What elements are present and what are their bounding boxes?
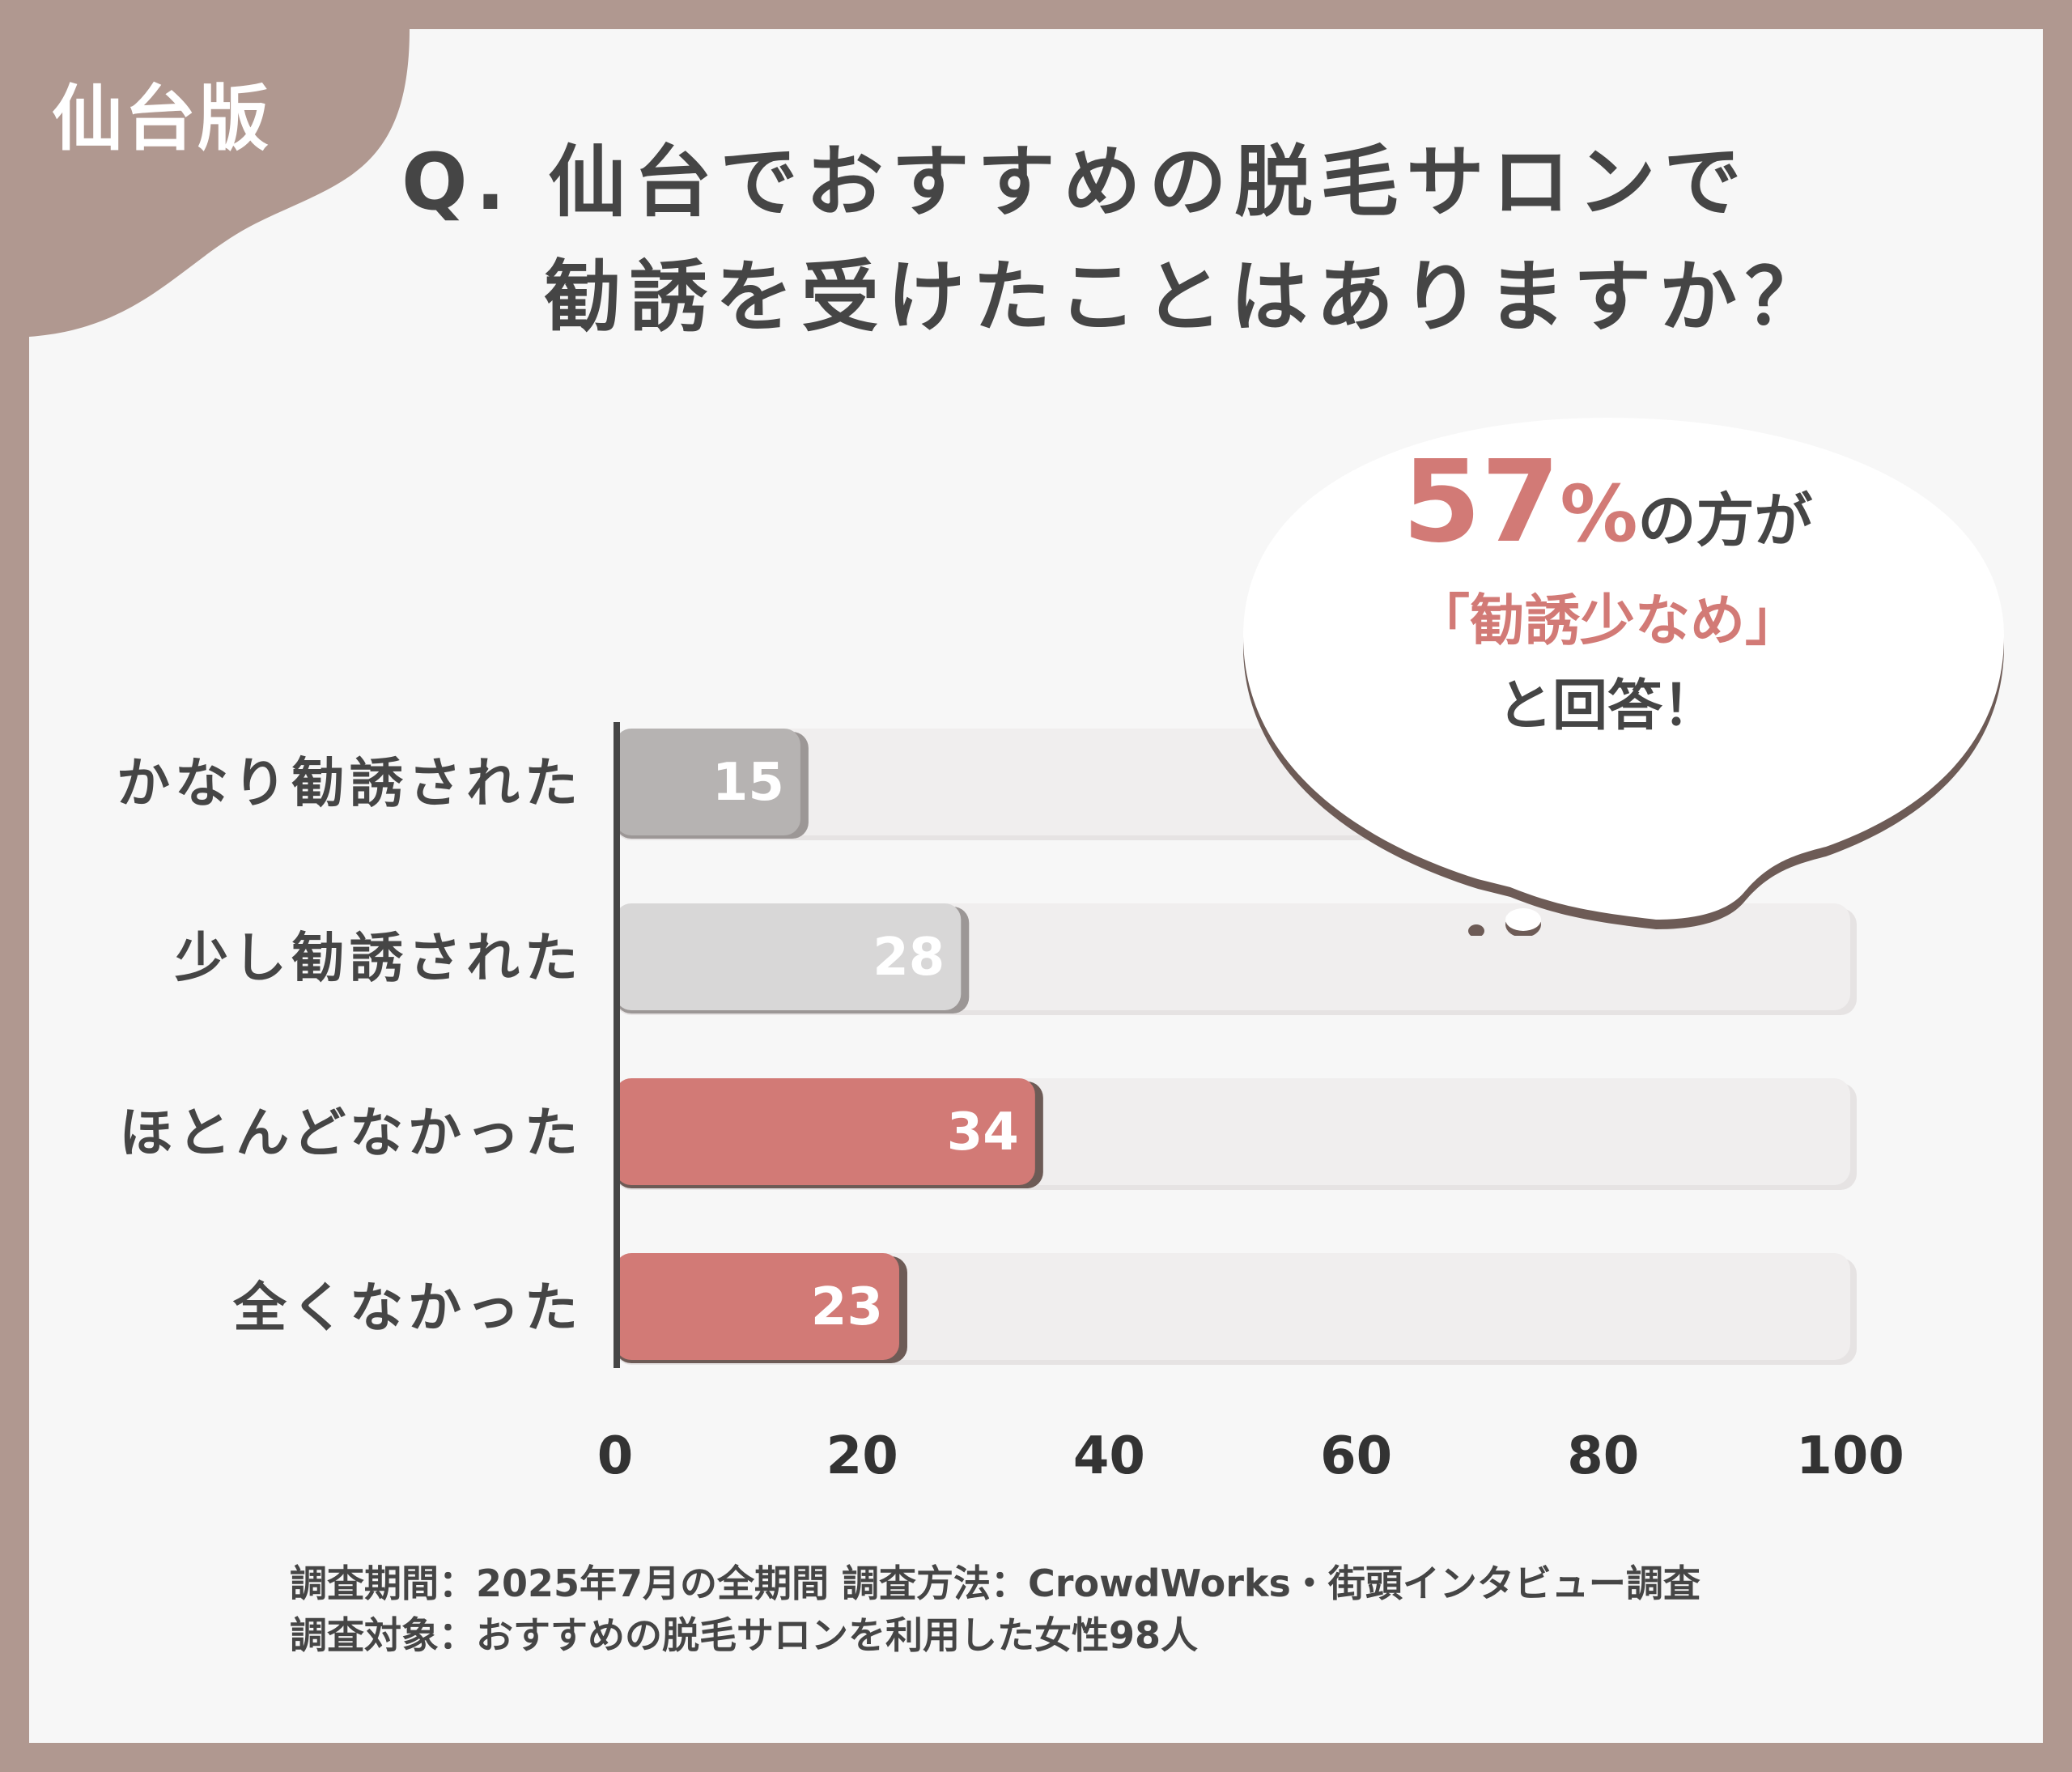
speech-bubble	[1243, 418, 2004, 936]
bar-4	[615, 1253, 899, 1360]
region-badge: 仙台版	[52, 77, 271, 160]
bar-3	[615, 1078, 1035, 1185]
footnote-line-2: 調査対象：おすすめの脱毛サロンを利用した女性98人	[290, 1613, 1199, 1657]
x-tick-label: 0	[597, 1426, 634, 1486]
callout-quote: 「勧誘少なめ」	[1414, 589, 1800, 653]
survey-footnote: 調査期間：2025年7月の全期間 調査方法：CrowdWorks・街頭インタビュ…	[290, 1557, 1989, 1661]
category-label: かなり勧誘された	[117, 752, 583, 814]
callout-suffix: の方が	[1637, 487, 1813, 555]
callout-ending: と回答！	[1497, 674, 1717, 738]
page-title: Q. 仙台でおすすめの脱毛サロンで 勧誘を受けたことはありますか？	[401, 125, 2020, 355]
bar-value-label: 15	[712, 753, 784, 813]
x-tick-label: 100	[1796, 1426, 1904, 1486]
corner-badge-shape	[29, 29, 410, 337]
category-label: 全くなかった	[232, 1277, 583, 1339]
title-line-1: Q. 仙台でおすすめの脱毛サロンで	[401, 137, 1750, 227]
bar-value-label: 28	[873, 928, 945, 988]
x-tick-label: 60	[1320, 1426, 1392, 1486]
callout-percent-sign: %	[1560, 469, 1638, 559]
card: 仙台版 Q. 仙台でおすすめの脱毛サロンで 勧誘を受けたことはありますか？ 15…	[29, 29, 2043, 1743]
callout-text: 57%の方が 「勧誘少なめ」 と回答！	[1219, 442, 1996, 751]
bar-value-label: 34	[947, 1103, 1019, 1162]
callout-line-1: 57%の方が	[1219, 442, 1996, 581]
category-label: ほとんどなかった	[119, 1102, 583, 1164]
category-label: 少し勧誘された	[175, 927, 583, 989]
title-line-2: 勧誘を受けたことはありますか？	[544, 252, 1831, 342]
x-tick-label: 80	[1567, 1426, 1639, 1486]
x-tick-label: 20	[826, 1426, 898, 1486]
footnote-line-1: 調査期間：2025年7月の全期間 調査方法：CrowdWorks・街頭インタビュ…	[290, 1562, 1700, 1605]
bar-1	[615, 729, 800, 835]
callout-percent-number: 57	[1402, 436, 1560, 568]
bar-2	[615, 903, 962, 1010]
x-tick-label: 40	[1073, 1426, 1145, 1486]
bar-track	[615, 1253, 1850, 1360]
bar-value-label: 23	[811, 1277, 883, 1337]
